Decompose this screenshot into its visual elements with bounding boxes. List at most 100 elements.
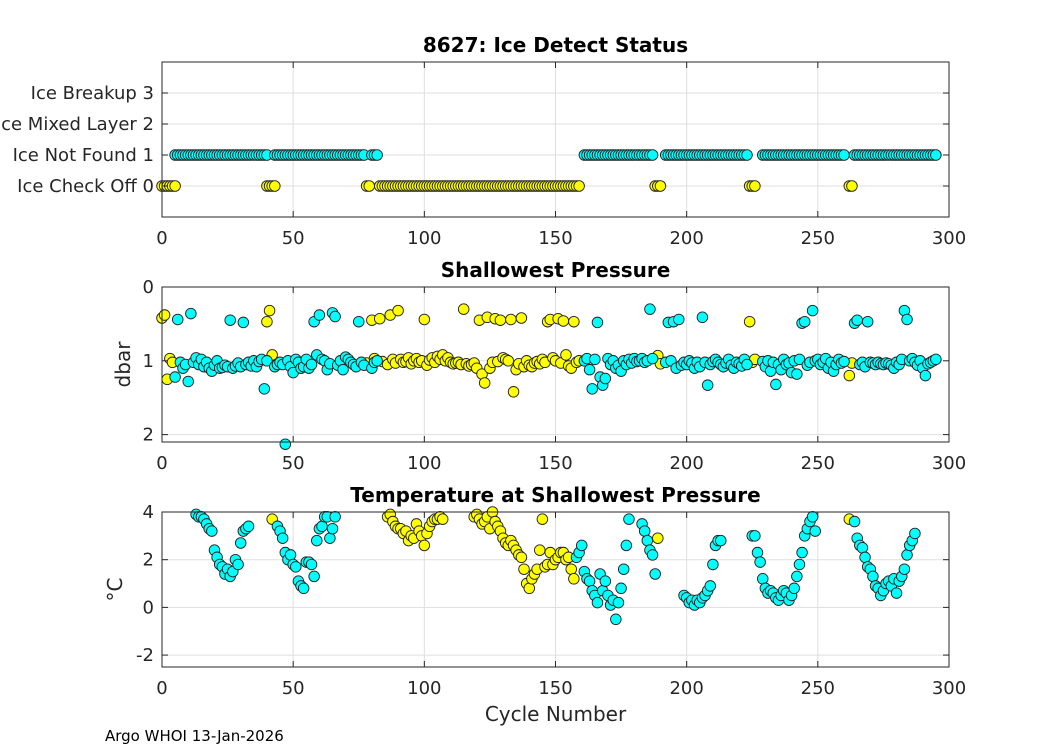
data-point xyxy=(237,316,250,329)
x-tick-label: 300 xyxy=(932,678,966,699)
data-point xyxy=(329,310,341,323)
data-point xyxy=(557,315,570,327)
data-point xyxy=(919,369,932,382)
data-point xyxy=(623,513,635,525)
data-point xyxy=(284,549,297,561)
data-point xyxy=(867,570,879,583)
data-point xyxy=(263,304,276,317)
data-point xyxy=(754,556,766,568)
data-point xyxy=(297,582,310,595)
x-tick-label: 300 xyxy=(932,228,966,249)
data-point xyxy=(418,313,431,326)
data-point xyxy=(308,570,320,583)
data-point xyxy=(261,315,273,328)
data-point xyxy=(715,534,727,547)
x-tick-label: 0 xyxy=(156,678,167,699)
data-point xyxy=(806,511,819,523)
data-point xyxy=(329,511,341,523)
data-point xyxy=(457,303,470,315)
subplot-2: 0 50 100 150 200 250 300 0 1 2 Shallowest Pressure… xyxy=(111,258,966,474)
data-point xyxy=(930,149,942,161)
x-tick-label: 200 xyxy=(669,678,703,699)
data-point xyxy=(838,355,850,368)
data-point xyxy=(591,316,604,329)
data-point xyxy=(770,378,782,391)
data-point xyxy=(316,520,328,533)
data-point xyxy=(589,353,601,366)
series-cyan xyxy=(190,508,921,626)
data-point xyxy=(615,582,627,595)
data-point xyxy=(185,307,197,320)
data-point xyxy=(279,438,292,450)
data-point xyxy=(371,149,383,161)
data-point xyxy=(568,315,580,328)
data-point xyxy=(599,575,612,587)
data-point xyxy=(494,314,507,326)
data-point xyxy=(536,513,549,525)
data-point xyxy=(848,515,861,528)
data-point xyxy=(502,355,515,367)
data-point xyxy=(851,314,863,326)
x-tick-label: 300 xyxy=(932,453,966,474)
data-point xyxy=(806,304,819,317)
data-point xyxy=(612,596,625,609)
data-point xyxy=(909,527,921,540)
x-tick-label: 150 xyxy=(538,678,572,699)
x-tick-label: 150 xyxy=(538,453,572,474)
x-tick-label: 250 xyxy=(801,453,835,474)
footer-credit: Argo WHOI 13-Jan-2026 xyxy=(105,727,284,745)
data-point xyxy=(583,575,596,587)
x-tick-label: 50 xyxy=(282,228,305,249)
data-point xyxy=(599,372,612,385)
x-tick-label: 0 xyxy=(156,228,167,249)
data-point xyxy=(560,349,572,361)
data-point xyxy=(518,563,530,575)
data-point xyxy=(269,180,281,192)
data-point xyxy=(743,315,756,328)
data-point xyxy=(290,561,302,573)
y-tick-label: -2 xyxy=(136,645,154,666)
data-point xyxy=(617,563,630,575)
data-point xyxy=(224,314,236,326)
data-point xyxy=(261,355,273,367)
y-tick-label: Ice Breakup 3 xyxy=(31,83,154,104)
data-point xyxy=(741,358,753,371)
data-point xyxy=(242,520,255,533)
y-tick-label: Ice Mixed Layer 2 xyxy=(0,114,154,135)
data-point xyxy=(276,532,289,544)
data-point xyxy=(646,149,659,161)
x-tick-label: 50 xyxy=(282,678,305,699)
y-tick-label: Ice Check Off 0 xyxy=(17,176,154,197)
data-point xyxy=(641,534,654,547)
chart-title: 8627: Ice Detect Status xyxy=(423,33,688,57)
data-point xyxy=(326,522,339,535)
data-point xyxy=(620,539,633,552)
data-point xyxy=(654,180,667,192)
data-point xyxy=(305,558,318,571)
data-point xyxy=(583,363,596,376)
data-point xyxy=(311,534,323,547)
data-point xyxy=(898,563,911,575)
x-tick-label: 100 xyxy=(407,228,441,249)
data-point xyxy=(507,386,520,398)
data-point xyxy=(791,368,803,380)
data-point xyxy=(363,180,375,192)
data-point xyxy=(305,358,318,371)
data-point xyxy=(515,551,528,564)
data-point xyxy=(169,371,181,383)
data-point xyxy=(756,573,769,585)
data-point xyxy=(930,353,942,366)
y-axis-label: °C xyxy=(103,578,127,602)
y-tick-label: 2 xyxy=(143,550,154,571)
data-point xyxy=(232,558,244,571)
x-tick-label: 250 xyxy=(801,678,835,699)
data-point xyxy=(568,573,580,585)
data-point xyxy=(206,525,218,537)
data-point xyxy=(741,149,753,161)
data-point xyxy=(353,315,365,328)
x-tick-label: 0 xyxy=(156,453,167,474)
subplot-1: 0 50 100 150 200 250 300 Ice Check Off 0 Ice Not… xyxy=(0,33,966,249)
data-point xyxy=(649,568,661,580)
y-tick-label: 4 xyxy=(143,502,154,523)
